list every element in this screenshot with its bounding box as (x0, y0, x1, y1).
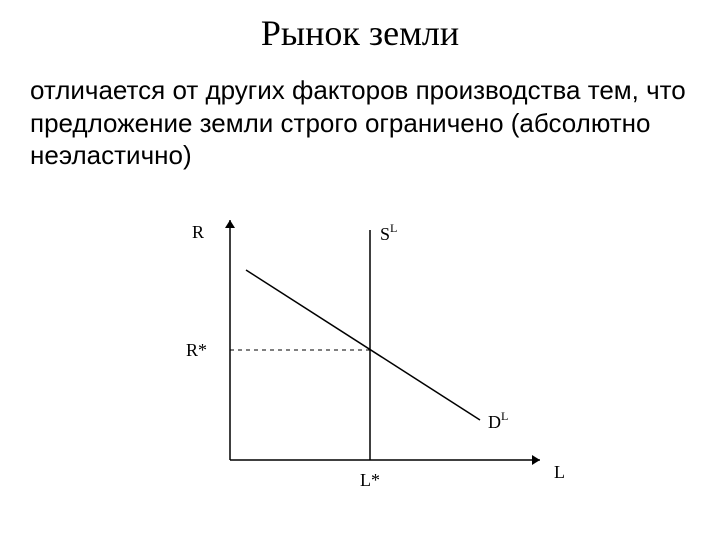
supply-label: SL (380, 221, 397, 244)
page-title: Рынок земли (0, 12, 720, 54)
land-market-chart: R L SL DL R* L* (160, 210, 580, 510)
x-axis-label: L (554, 462, 565, 482)
x-axis-arrow (532, 455, 540, 465)
y-axis-label: R (192, 222, 204, 242)
demand-label: DL (488, 409, 508, 432)
demand-line (246, 270, 480, 420)
r-star-label: R* (186, 340, 207, 360)
y-axis-arrow (225, 220, 235, 228)
body-paragraph: отличается от других факторов производст… (30, 74, 690, 172)
l-star-label: L* (360, 470, 380, 490)
